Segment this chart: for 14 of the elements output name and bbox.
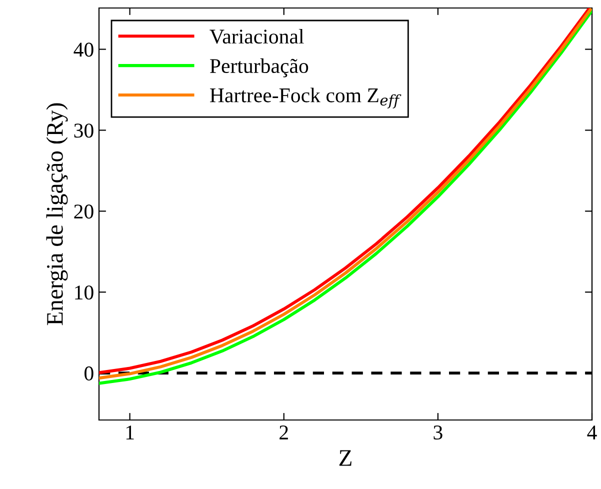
x-tick-label: 2 xyxy=(280,426,288,440)
y-tick-label: 40 xyxy=(74,42,94,57)
legend-label: Hartree-Fock com Z$_{eff}$ xyxy=(210,88,402,108)
x-tick-label: 4 xyxy=(587,426,597,440)
legend-label: Variacional xyxy=(210,28,304,44)
x-tick-label: 1 xyxy=(126,426,134,440)
y-tick-label: 0 xyxy=(84,366,94,380)
y-tick-label: 20 xyxy=(74,204,94,219)
y-tick-label: 30 xyxy=(74,124,94,138)
x-tick-label: 3 xyxy=(434,426,442,440)
legend-label: Perturbação xyxy=(210,58,308,78)
y-axis-title: Energia de ligação (Ry) xyxy=(46,103,68,326)
y-tick-label: 10 xyxy=(75,285,94,300)
x-axis-title: Z xyxy=(339,450,352,466)
